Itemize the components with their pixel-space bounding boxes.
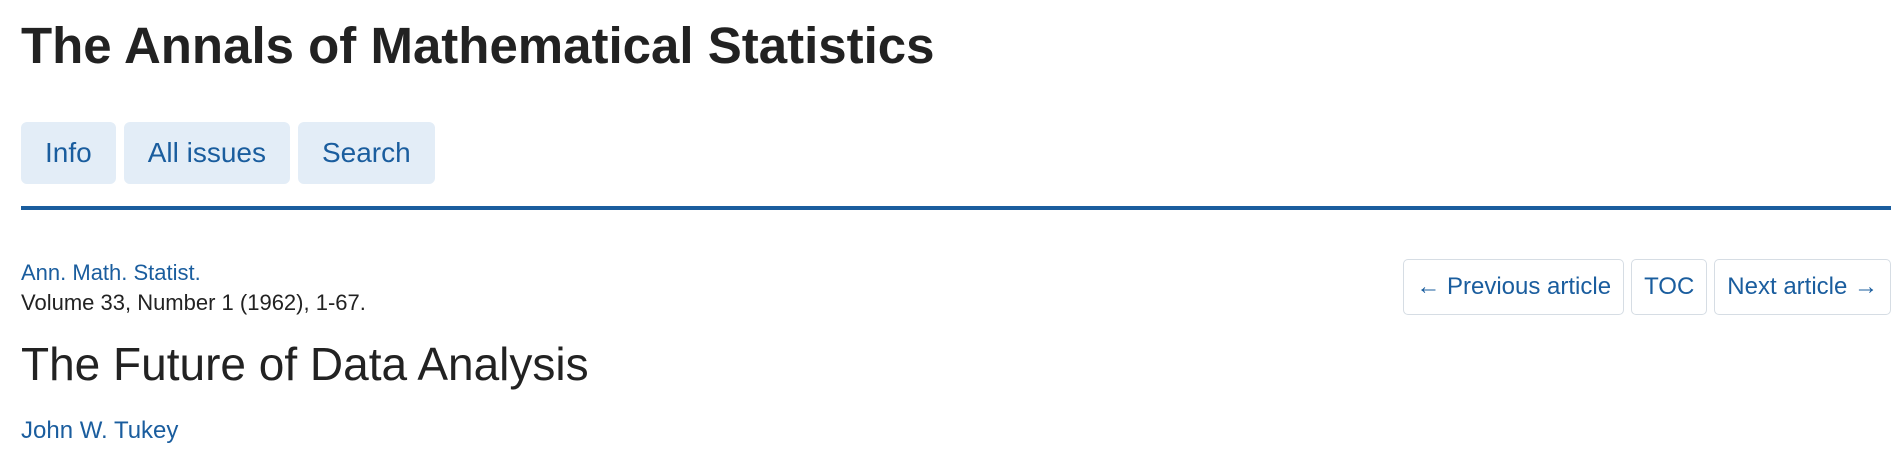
article-navigation: ← Previous article TOC Next article → (1403, 259, 1891, 315)
citation-block: Ann. Math. Statist. Volume 33, Number 1 … (21, 258, 366, 318)
tab-info[interactable]: Info (21, 122, 116, 184)
header-divider (21, 206, 1891, 210)
next-article-button[interactable]: Next article → (1714, 259, 1891, 315)
tab-all-issues[interactable]: All issues (123, 122, 290, 184)
article-title: The Future of Data Analysis (21, 338, 589, 390)
journal-nav-tabs: Info All issues Search (21, 122, 435, 184)
previous-article-button[interactable]: ← Previous article (1403, 259, 1625, 315)
toc-button[interactable]: TOC (1631, 259, 1708, 315)
tab-search[interactable]: Search (297, 122, 435, 184)
journal-abbrev-link[interactable]: Ann. Math. Statist. (21, 260, 201, 285)
volume-info: Volume 33, Number 1 (1962), 1-67. (21, 290, 366, 315)
journal-title: The Annals of Mathematical Statistics (21, 17, 935, 74)
author-link[interactable]: John W. Tukey (21, 417, 179, 444)
